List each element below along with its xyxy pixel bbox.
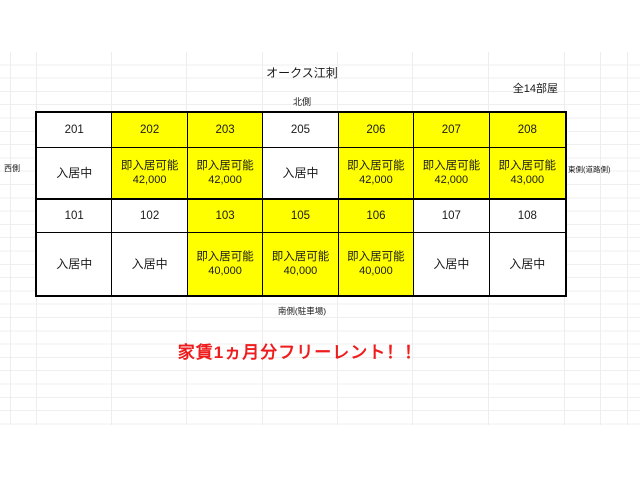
room-status-cell[interactable]: 即入居可能 42,000: [112, 148, 188, 200]
rent-amount: 43,000: [510, 174, 545, 186]
room-status-cell[interactable]: 即入居可能 43,000: [489, 148, 565, 200]
room-status-cell[interactable]: 即入居可能 42,000: [187, 148, 264, 200]
occupied-label: 入居中: [509, 257, 546, 271]
room-number: 201: [64, 124, 84, 136]
room-number-cell[interactable]: 101: [37, 200, 113, 233]
total-rooms-label: 全14部屋: [512, 83, 558, 95]
room-number: 106: [366, 210, 386, 222]
room-status-cell[interactable]: 即入居可能 42,000: [414, 148, 490, 200]
available-label: 即入居可能: [196, 160, 254, 172]
room-status-cell[interactable]: 入居中: [112, 233, 188, 295]
room-status-cell[interactable]: 入居中: [489, 233, 565, 295]
available-label: 即入居可能: [422, 160, 481, 172]
room-status-cell[interactable]: 入居中: [414, 233, 490, 295]
available-label: 即入居可能: [498, 160, 557, 172]
room-number: 107: [441, 210, 461, 222]
room-number-cell[interactable]: 103: [187, 200, 264, 233]
free-rent-promo-text: 家賃1ヵ月分フリーレント！！: [177, 343, 423, 362]
occupied-label: 入居中: [131, 257, 168, 271]
room-number-cell[interactable]: 207: [414, 113, 490, 148]
room-number-cell[interactable]: 107: [414, 200, 490, 233]
room-status-cell[interactable]: 入居中: [37, 148, 113, 200]
south-side-label: 南側(駐車場): [277, 306, 327, 316]
room-number: 202: [140, 124, 160, 136]
occupied-label: 入居中: [282, 166, 319, 180]
rent-amount: 40,000: [208, 265, 242, 277]
room-number: 203: [215, 124, 235, 136]
room-status-cell[interactable]: 入居中: [263, 148, 339, 200]
room-status-cell[interactable]: 即入居可能 40,000: [187, 233, 264, 295]
occupied-label: 入居中: [56, 257, 93, 271]
north-side-label: 北側: [292, 97, 311, 107]
available-label: 即入居可能: [347, 251, 405, 263]
east-side-label: 東側(道路側): [568, 165, 611, 174]
rent-amount: 42,000: [359, 174, 393, 186]
rent-amount: 42,000: [208, 174, 242, 186]
room-number-cell[interactable]: 201: [37, 113, 113, 148]
room-number: 102: [140, 210, 160, 222]
room-status-cell[interactable]: 入居中: [37, 233, 113, 295]
room-number-cell[interactable]: 206: [338, 113, 415, 148]
room-status-cell[interactable]: 即入居可能 40,000: [263, 233, 339, 295]
available-label: 即入居可能: [120, 160, 179, 172]
rent-amount: 42,000: [132, 174, 167, 186]
room-status-cell[interactable]: 即入居可能 40,000: [338, 233, 415, 295]
rent-amount: 42,000: [434, 174, 469, 186]
rent-amount: 40,000: [359, 265, 393, 277]
room-number: 205: [290, 124, 311, 136]
room-number-cell[interactable]: 105: [263, 200, 339, 233]
room-number-cell[interactable]: 203: [187, 113, 264, 148]
room-status-cell[interactable]: 即入居可能 42,000: [338, 148, 415, 200]
occupied-label: 入居中: [56, 166, 93, 180]
room-number-cell[interactable]: 205: [263, 113, 339, 148]
room-number: 206: [366, 124, 386, 136]
room-number: 207: [441, 124, 461, 136]
room-number: 108: [517, 210, 537, 222]
room-number-cell[interactable]: 102: [112, 200, 188, 233]
available-label: 即入居可能: [196, 251, 254, 263]
room-number-cell[interactable]: 208: [489, 113, 565, 148]
room-number: 103: [215, 210, 235, 222]
room-number: 208: [517, 124, 537, 136]
room-number-cell[interactable]: 108: [489, 200, 565, 233]
room-availability-table: 201 202 203 205 206 207 208 入居中 即入居可能 42,000 即入居可能…: [35, 111, 567, 297]
occupied-label: 入居中: [433, 257, 470, 271]
rent-amount: 40,000: [283, 265, 318, 277]
west-side-label: 西側: [4, 164, 20, 173]
available-label: 即入居可能: [347, 160, 405, 172]
building-title: オークス江刺: [266, 66, 338, 80]
room-number-cell[interactable]: 202: [112, 113, 188, 148]
room-number: 105: [290, 210, 311, 222]
room-number: 101: [64, 210, 84, 222]
room-number-cell[interactable]: 106: [338, 200, 415, 233]
available-label: 即入居可能: [271, 251, 330, 263]
